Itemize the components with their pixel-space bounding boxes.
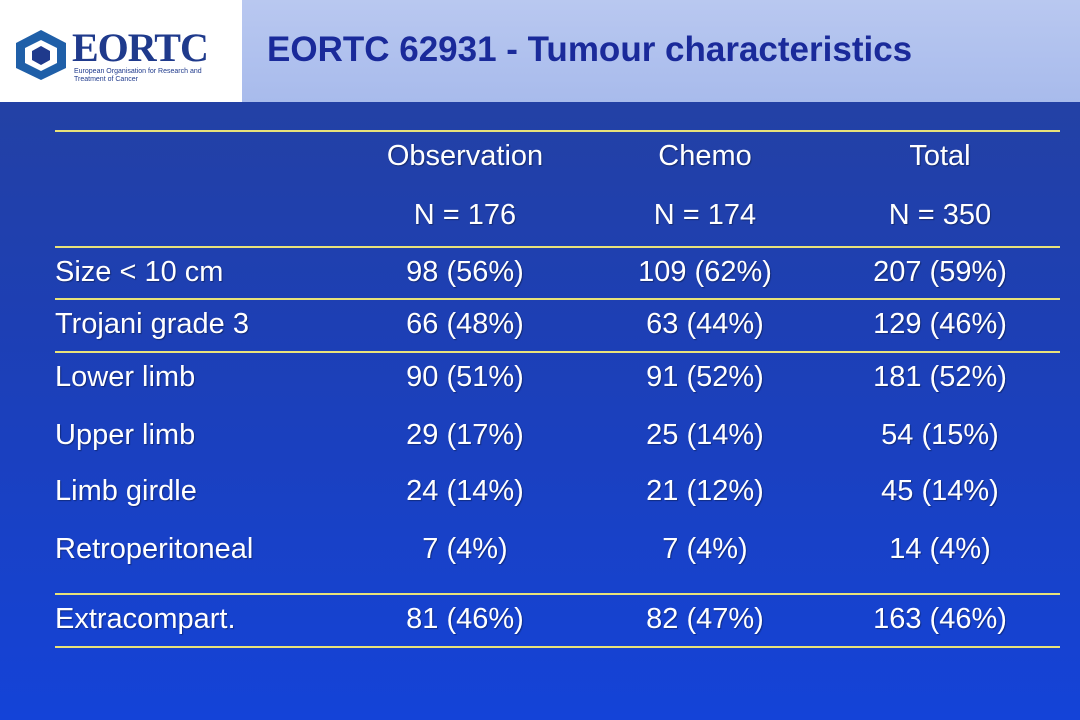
table-cell: 98 (56%) <box>406 256 524 288</box>
table-cell: 29 (17%) <box>406 419 524 451</box>
table-cell: 14 (4%) <box>889 533 991 565</box>
column-n-total: N = 350 <box>888 199 992 231</box>
table-rule <box>55 130 1060 132</box>
row-label: Limb girdle <box>55 475 197 507</box>
table-cell: 21 (12%) <box>646 475 764 507</box>
table-cell: 91 (52%) <box>646 361 764 393</box>
logo-wordmark: EORTC <box>72 25 209 70</box>
table-cell: 66 (48%) <box>406 308 524 340</box>
table-cell: 25 (14%) <box>646 419 764 451</box>
table-cell: 181 (52%) <box>873 361 1007 393</box>
table-rule <box>55 593 1060 595</box>
table-cell: 129 (46%) <box>873 308 1007 340</box>
title-bar: EORTC 62931 - Tumour characteristics <box>242 0 1080 102</box>
row-label: Upper limb <box>55 419 196 451</box>
row-label: Lower limb <box>55 361 196 393</box>
table-cell: 207 (59%) <box>873 256 1007 288</box>
column-header-chemo: Chemo <box>658 140 752 172</box>
table-rule <box>55 646 1060 648</box>
table-rule <box>55 351 1060 353</box>
eortc-logo-icon <box>16 30 66 80</box>
logo-subtitle: European Organisation for Research and T… <box>74 68 202 83</box>
column-header-total: Total <box>909 140 971 172</box>
table-cell: 24 (14%) <box>406 475 524 507</box>
logo: EORTC European Organisation for Research… <box>0 0 242 102</box>
table-cell: 7 (4%) <box>662 533 748 565</box>
table-cell: 163 (46%) <box>873 603 1007 635</box>
row-label: Retroperitoneal <box>55 533 254 565</box>
column-n-observation: N = 176 <box>413 199 517 231</box>
table-cell: 54 (15%) <box>881 419 999 451</box>
table-rule <box>55 298 1060 300</box>
row-label: Trojani grade 3 <box>55 308 249 340</box>
table-cell: 109 (62%) <box>638 256 772 288</box>
table-cell: 81 (46%) <box>406 603 524 635</box>
row-label: Extracompart. <box>55 603 236 635</box>
table-cell: 63 (44%) <box>646 308 764 340</box>
table-cell: 82 (47%) <box>646 603 764 635</box>
table-rule <box>55 246 1060 248</box>
page-title: EORTC 62931 - Tumour characteristics <box>267 30 913 69</box>
column-n-chemo: N = 174 <box>653 199 757 231</box>
row-label: Size < 10 cm <box>55 256 224 288</box>
table-cell: 7 (4%) <box>422 533 508 565</box>
table-cell: 90 (51%) <box>406 361 524 393</box>
column-header-observation: Observation <box>386 140 544 172</box>
table-cell: 45 (14%) <box>881 475 999 507</box>
